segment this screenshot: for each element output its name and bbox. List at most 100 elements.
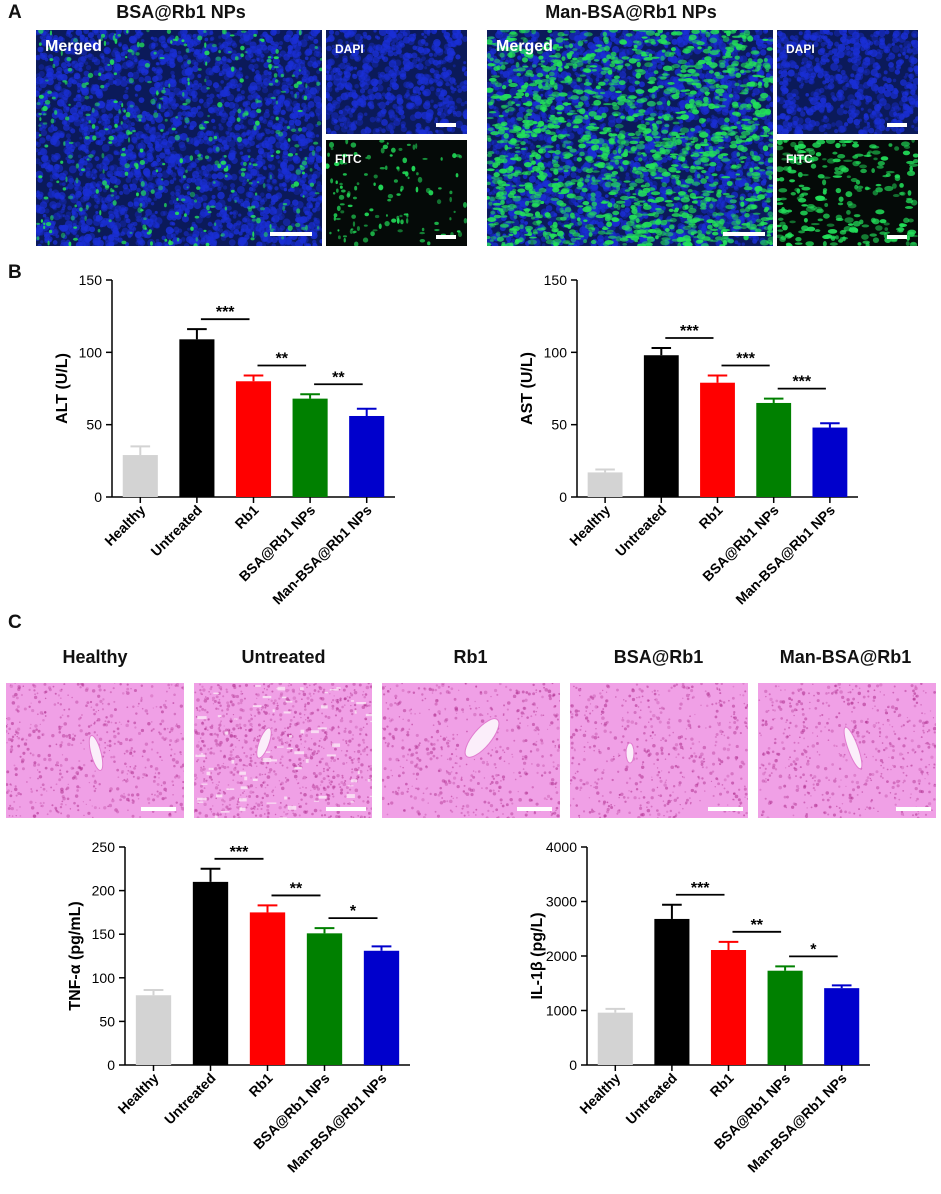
bar bbox=[235, 381, 272, 497]
bar bbox=[654, 918, 690, 1065]
x-tick-label: Man-BSA@Rb1 NPs bbox=[744, 1070, 850, 1176]
x-tick-label: Untreated bbox=[147, 502, 205, 560]
bar bbox=[700, 382, 735, 497]
fluorescence-texture bbox=[487, 30, 773, 246]
y-tick-label: 150 bbox=[544, 272, 568, 288]
group-title-man-bsa: Man-BSA@Rb1 NPs bbox=[545, 2, 717, 22]
y-tick-label: 2000 bbox=[546, 948, 577, 964]
panel-letter-c: C bbox=[8, 612, 22, 633]
y-axis-label: IL-1β (pg/L) bbox=[529, 912, 546, 999]
he-title-bsa: BSA@Rb1 bbox=[613, 647, 704, 667]
y-tick-label: 200 bbox=[92, 883, 116, 899]
x-tick-label: Man-BSA@Rb1 NPs bbox=[284, 1070, 390, 1176]
bar bbox=[292, 398, 328, 497]
merged-label: Merged bbox=[496, 38, 553, 55]
y-axis-label: AST (U/L) bbox=[519, 352, 536, 425]
x-tick-label: Untreated bbox=[622, 1070, 680, 1128]
x-tick-label: Untreated bbox=[612, 502, 670, 560]
significance-label: ** bbox=[332, 369, 345, 386]
bar bbox=[192, 881, 229, 1065]
x-tick-label: Man-BSA@Rb1 NPs bbox=[269, 502, 375, 608]
x-tick-label: Rb1 bbox=[707, 1070, 737, 1100]
y-tick-label: 50 bbox=[99, 1013, 115, 1029]
tnf-alpha-chart: 0 50 100 150 200 250 TNF-α (pg/mL) Healthy Untre… bbox=[67, 839, 410, 1176]
fluorescence-texture bbox=[36, 30, 322, 246]
y-tick-label: 50 bbox=[86, 417, 102, 433]
group-title-bsa: BSA@Rb1 NPs bbox=[116, 2, 246, 22]
y-tick-label: 250 bbox=[92, 839, 116, 855]
significance-label: * bbox=[810, 941, 817, 958]
significance-label: *** bbox=[216, 304, 235, 321]
scale-bar bbox=[326, 807, 366, 811]
fitc-label: FITC bbox=[786, 152, 813, 166]
bar bbox=[767, 970, 803, 1065]
x-tick-label: Untreated bbox=[161, 1070, 219, 1128]
panel-letter-b: B bbox=[8, 262, 22, 283]
x-tick-label: Rb1 bbox=[232, 502, 262, 532]
bar bbox=[597, 1012, 633, 1065]
significance-label: *** bbox=[736, 350, 755, 367]
scale-bar bbox=[887, 235, 907, 239]
significance-label: ** bbox=[290, 880, 303, 897]
he-image-healthy bbox=[6, 683, 184, 818]
tissue-texture bbox=[194, 683, 372, 818]
bar bbox=[306, 933, 343, 1065]
x-tick-label: Healthy bbox=[576, 1070, 623, 1117]
fitc-texture bbox=[777, 140, 918, 246]
he-image-untreated bbox=[194, 683, 372, 818]
significance-label: *** bbox=[792, 374, 811, 391]
x-tick-label: Rb1 bbox=[246, 1070, 276, 1100]
merged-image-man-bsa: Merged bbox=[487, 30, 773, 246]
bar bbox=[179, 339, 215, 497]
fitc-label: FITC bbox=[335, 152, 362, 166]
significance-label: ** bbox=[751, 917, 764, 934]
bar bbox=[363, 950, 400, 1065]
he-title-rb1: Rb1 bbox=[453, 647, 488, 667]
dapi-texture bbox=[777, 30, 918, 134]
x-tick-label: Healthy bbox=[101, 502, 148, 549]
scale-bar bbox=[896, 807, 931, 811]
he-title-man-bsa: Man-BSA@Rb1 bbox=[779, 647, 912, 667]
bar bbox=[643, 355, 679, 497]
y-tick-label: 150 bbox=[92, 926, 116, 942]
y-tick-label: 150 bbox=[79, 272, 103, 288]
scale-bar bbox=[436, 123, 456, 127]
significance-label: *** bbox=[230, 844, 249, 861]
panel-letter-a: A bbox=[8, 2, 22, 23]
x-tick-label: Rb1 bbox=[696, 502, 726, 532]
y-tick-label: 0 bbox=[559, 489, 567, 505]
significance-label: ** bbox=[276, 350, 289, 367]
scale-bar bbox=[723, 232, 765, 236]
y-tick-label: 100 bbox=[79, 344, 103, 360]
y-tick-label: 100 bbox=[92, 970, 116, 986]
he-image-rb1 bbox=[382, 683, 560, 818]
he-image-bsa bbox=[570, 683, 748, 818]
bar bbox=[812, 427, 848, 497]
bar bbox=[756, 402, 792, 497]
significance-label: *** bbox=[691, 880, 710, 897]
bar bbox=[135, 995, 172, 1065]
fitc-image-bsa: FITC bbox=[326, 140, 467, 246]
scale-bar bbox=[887, 123, 907, 127]
tissue-texture bbox=[6, 683, 184, 818]
y-tick-label: 0 bbox=[107, 1057, 115, 1073]
dapi-texture bbox=[326, 30, 467, 134]
dapi-label: DAPI bbox=[335, 42, 364, 56]
scale-bar bbox=[436, 235, 456, 239]
scale-bar bbox=[141, 807, 176, 811]
merged-image-bsa: Merged bbox=[36, 30, 322, 246]
bar bbox=[824, 988, 860, 1065]
dapi-image-bsa: DAPI bbox=[326, 30, 467, 134]
bar bbox=[587, 472, 623, 497]
merged-label: Merged bbox=[45, 38, 102, 55]
scale-bar bbox=[517, 807, 552, 811]
scale-bar bbox=[270, 232, 312, 236]
he-image-man-bsa bbox=[758, 683, 936, 818]
bar bbox=[710, 950, 747, 1065]
bar bbox=[349, 415, 385, 497]
tissue-texture bbox=[758, 683, 936, 818]
y-tick-label: 3000 bbox=[546, 894, 577, 910]
significance-label: * bbox=[350, 903, 357, 920]
